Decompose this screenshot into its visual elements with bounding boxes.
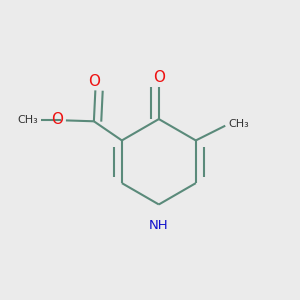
Text: CH₃: CH₃: [229, 119, 250, 129]
Text: O: O: [153, 70, 165, 86]
Text: CH₃: CH₃: [17, 116, 38, 125]
Text: O: O: [52, 112, 64, 127]
Text: O: O: [88, 74, 100, 89]
Text: NH: NH: [149, 219, 169, 232]
